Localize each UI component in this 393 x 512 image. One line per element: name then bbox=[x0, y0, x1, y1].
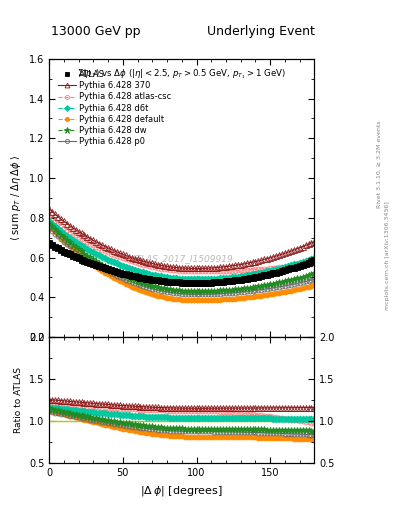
Text: mcplots.cern.ch [arXiv:1306.3436]: mcplots.cern.ch [arXiv:1306.3436] bbox=[385, 202, 389, 310]
Y-axis label: $\langle$ sum $p_T$ / $\Delta\eta\,\Delta\phi$ $\rangle$: $\langle$ sum $p_T$ / $\Delta\eta\,\Delt… bbox=[9, 155, 23, 241]
Text: 13000 GeV pp: 13000 GeV pp bbox=[51, 26, 141, 38]
Text: Underlying Event: Underlying Event bbox=[207, 26, 314, 38]
X-axis label: $|\Delta\,\phi|$ [degrees]: $|\Delta\,\phi|$ [degrees] bbox=[140, 484, 223, 498]
Y-axis label: Ratio to ATLAS: Ratio to ATLAS bbox=[14, 367, 23, 433]
Text: $\Sigma(p_T)$ vs $\Delta\phi$ ($|\eta| < 2.5$, $p_T > 0.5$ GeV, $p_{T_1} > 1$ Ge: $\Sigma(p_T)$ vs $\Delta\phi$ ($|\eta| <… bbox=[77, 67, 286, 81]
Legend: ATLAS, Pythia 6.428 370, Pythia 6.428 atlas-csc, Pythia 6.428 d6t, Pythia 6.428 : ATLAS, Pythia 6.428 370, Pythia 6.428 at… bbox=[56, 69, 173, 147]
Text: ATLAS_2017_I1509919: ATLAS_2017_I1509919 bbox=[130, 254, 233, 264]
Text: Rivet 3.1.10, ≥ 3.2M events: Rivet 3.1.10, ≥ 3.2M events bbox=[377, 120, 382, 208]
